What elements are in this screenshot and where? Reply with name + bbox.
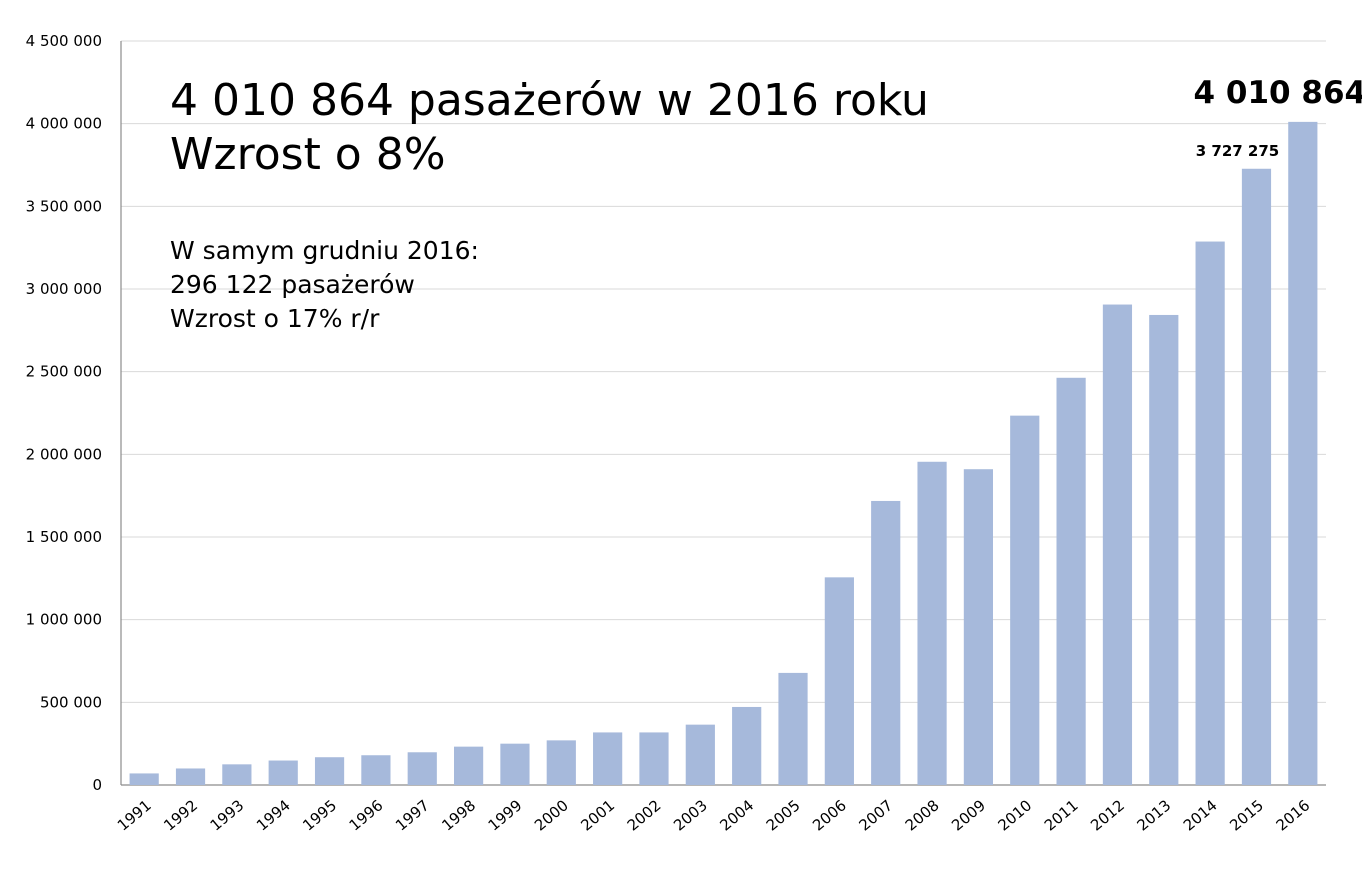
x-tick-label: 1993 [207, 796, 248, 834]
x-tick-label: 1999 [485, 796, 526, 834]
bars [129, 121, 1318, 786]
bar-2016 [1288, 121, 1318, 785]
bar-2006 [824, 577, 854, 785]
bar-1999 [500, 743, 530, 785]
bar-2004 [732, 706, 762, 785]
x-tick-label: 2003 [670, 796, 711, 834]
bar-2011 [1056, 377, 1086, 785]
x-tick-label: 2008 [902, 796, 943, 834]
y-tick-label: 4 500 000 [26, 32, 102, 50]
data-label-2016: 4 010 864 [1194, 75, 1362, 111]
y-tick-label: 3 500 000 [26, 197, 102, 215]
bar-2002 [639, 732, 669, 785]
x-tick-label: 2015 [1226, 796, 1267, 834]
bar-2007 [871, 500, 901, 785]
y-tick-label: 1 000 000 [26, 611, 102, 629]
data-label-2015: 3 727 275 [1196, 142, 1280, 160]
bar-1994 [268, 760, 298, 785]
y-tick-label: 2 500 000 [26, 363, 102, 381]
x-tick-label: 2016 [1273, 796, 1314, 834]
x-tick-label: 2002 [624, 796, 665, 834]
bar-2000 [546, 740, 576, 785]
x-tick-label: 2001 [577, 796, 618, 834]
x-tick-label: 1991 [114, 796, 155, 834]
x-tick-label: 1996 [346, 796, 387, 834]
x-tick-label: 2010 [994, 796, 1035, 834]
december-note-line-2: 296 122 pasażerów [170, 270, 415, 299]
bar-1997 [407, 752, 437, 785]
y-tick-label: 0 [92, 776, 102, 794]
x-tick-labels: 1991 1992 1993 1994 1995 1996 1997 1998 1999 2000… [114, 796, 1313, 834]
x-tick-label: 1992 [160, 796, 201, 834]
x-tick-label: 1995 [299, 796, 340, 834]
gridlines [121, 40, 1326, 703]
x-tick-label: 2005 [763, 796, 804, 834]
x-tick-label: 2013 [1134, 796, 1175, 834]
y-tick-label: 4 000 000 [26, 115, 102, 133]
bar-1998 [453, 746, 484, 785]
y-tick-label: 500 000 [40, 693, 102, 711]
bar-2015 [1241, 168, 1272, 785]
data-labels: 3 727 275 4 010 864 [1194, 75, 1362, 160]
y-tick-label: 3 000 000 [26, 280, 102, 298]
x-tick-label: 2012 [1087, 796, 1128, 834]
bar-1992 [175, 768, 206, 785]
bar-1995 [314, 757, 345, 785]
x-tick-label: 2009 [948, 796, 989, 834]
x-tick-label: 1998 [438, 796, 479, 834]
y-tick-labels: 0 500 000 1 000 000 1 500 000 2 000 000 2 500… [26, 32, 102, 794]
headline: 4 010 864 pasażerów w 2016 roku Wzrost o… [170, 74, 929, 182]
december-note: W samym grudniu 2016: 296 122 pasażerów … [170, 234, 479, 336]
december-note-line-3: Wzrost o 17% r/r [170, 304, 380, 333]
bar-2013 [1149, 314, 1179, 785]
x-tick-label: 2011 [1041, 796, 1082, 834]
x-tick-label: 2000 [531, 796, 572, 834]
bar-2014 [1195, 241, 1225, 786]
bar-2003 [685, 724, 715, 785]
bar-1996 [361, 755, 391, 785]
bar-2008 [917, 461, 947, 785]
y-tick-label: 1 500 000 [26, 528, 102, 546]
y-tick-label: 2 000 000 [26, 445, 102, 463]
bar-1993 [222, 764, 252, 785]
headline-line-2: Wzrost o 8% [170, 129, 446, 180]
bar-2010 [1010, 415, 1040, 785]
bar-2012 [1102, 304, 1133, 785]
bar-2009 [963, 469, 994, 785]
bar-1991 [129, 773, 159, 785]
x-tick-label: 2004 [716, 796, 757, 834]
x-tick-label: 2006 [809, 796, 850, 834]
bar-2001 [593, 732, 623, 785]
bar-2005 [778, 672, 808, 785]
x-tick-label: 2007 [855, 796, 896, 834]
x-tick-label: 1994 [253, 796, 294, 834]
headline-line-1: 4 010 864 pasażerów w 2016 roku [170, 75, 929, 126]
x-tick-label: 1997 [392, 796, 433, 834]
december-note-line-1: W samym grudniu 2016: [170, 236, 479, 265]
x-tick-label: 2014 [1180, 796, 1221, 834]
